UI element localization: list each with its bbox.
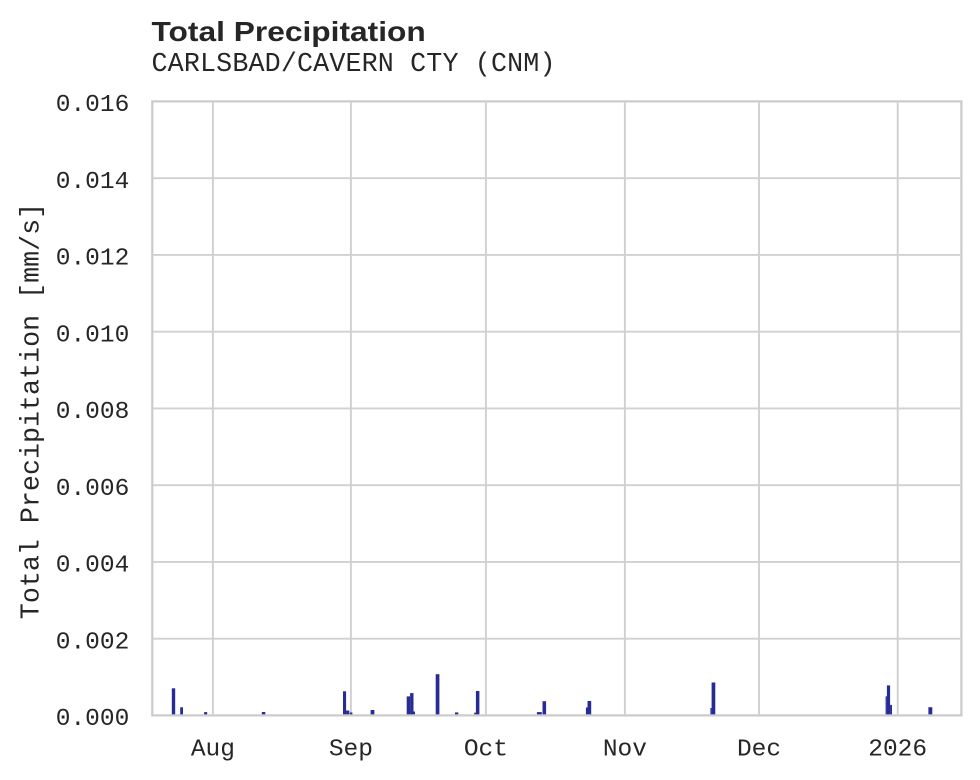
- svg-text:Total Precipitation [mm/s]: Total Precipitation [mm/s]: [17, 203, 47, 619]
- svg-text:0.006: 0.006: [56, 476, 130, 503]
- svg-text:Sep: Sep: [329, 737, 373, 764]
- svg-text:Dec: Dec: [737, 737, 781, 764]
- svg-text:Total Precipitation: Total Precipitation: [152, 17, 426, 48]
- svg-text:0.004: 0.004: [56, 553, 130, 580]
- svg-text:0.008: 0.008: [56, 399, 130, 426]
- svg-text:Oct: Oct: [464, 737, 508, 764]
- svg-text:0.000: 0.000: [56, 706, 130, 733]
- svg-text:CARLSBAD/CAVERN CTY (CNM): CARLSBAD/CAVERN CTY (CNM): [152, 50, 556, 80]
- svg-text:0.014: 0.014: [56, 169, 130, 196]
- svg-text:2026: 2026: [868, 737, 927, 764]
- svg-text:Nov: Nov: [603, 737, 647, 764]
- svg-text:0.002: 0.002: [56, 629, 130, 656]
- svg-text:0.016: 0.016: [56, 92, 130, 119]
- svg-text:0.010: 0.010: [56, 322, 130, 349]
- svg-text:0.012: 0.012: [56, 246, 130, 273]
- svg-text:Aug: Aug: [191, 737, 235, 764]
